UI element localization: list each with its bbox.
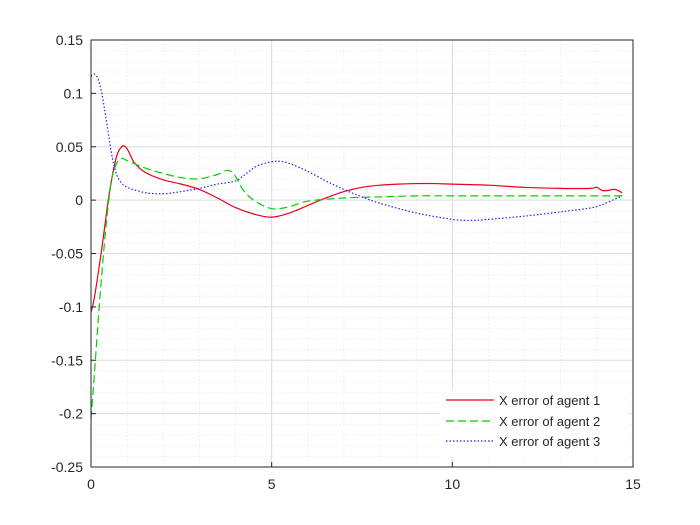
y-tick-label: 0 (75, 192, 83, 208)
y-tick-label: -0.2 (59, 406, 83, 422)
x-tick-label: 15 (625, 476, 641, 492)
legend-label-agent-3: X error of agent 3 (499, 434, 600, 449)
x-tick-label: 10 (445, 476, 461, 492)
series-line-agent-1 (90, 145, 623, 313)
x-tick-label: 0 (87, 476, 95, 492)
y-tick-label: -0.25 (51, 459, 83, 475)
y-tick-label: -0.15 (51, 352, 83, 368)
series-line-agent-2 (90, 157, 623, 420)
legend: X error of agent 1 X error of agent 2 X … (440, 389, 628, 457)
y-tick-label: -0.1 (59, 299, 83, 315)
y-tick-label: 0.1 (64, 85, 84, 101)
series-layer (90, 73, 623, 420)
y-tick-label: 0.15 (56, 32, 83, 48)
x-tick-label: 5 (268, 476, 276, 492)
y-tick-label: -0.05 (51, 246, 83, 262)
legend-label-agent-2: X error of agent 2 (499, 414, 600, 429)
x-axis: 0 5 10 15 (87, 462, 641, 492)
y-tick-label: 0.05 (56, 139, 83, 155)
legend-label-agent-1: X error of agent 1 (499, 393, 600, 408)
y-axis: 0.15 0.1 0.05 0 -0.05 -0.1 -0.15 -0.2 -0.25 (51, 32, 96, 475)
